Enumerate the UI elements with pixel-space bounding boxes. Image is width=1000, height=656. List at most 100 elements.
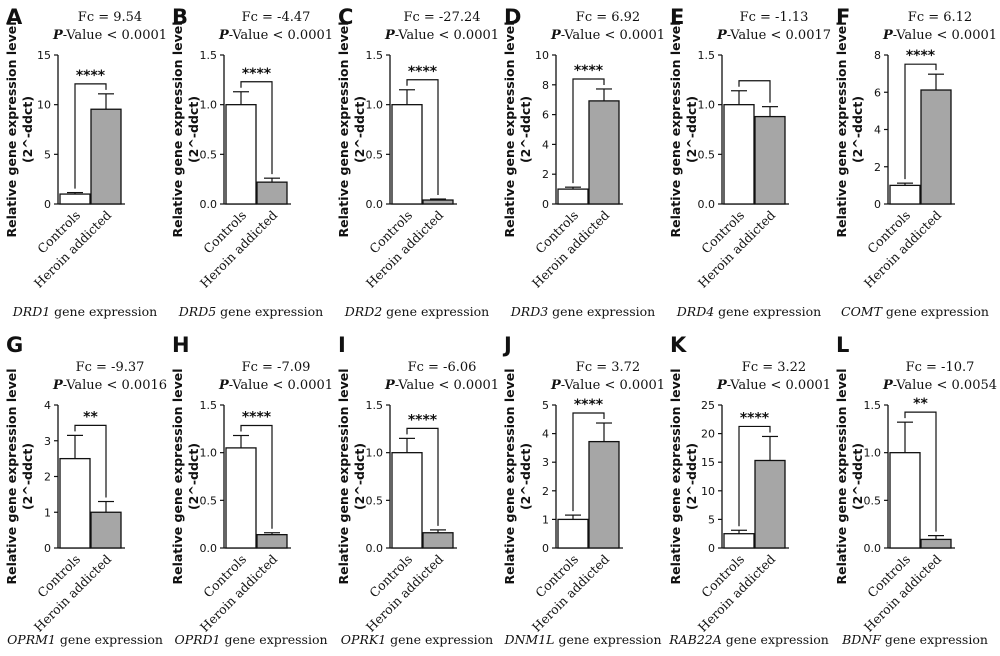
bar-controls [723,104,755,205]
fold-change-label: Fc = 6.12 [908,10,972,25]
gene-caption: DNM1L gene expression [503,632,661,647]
y-tick-label: 1.5 [366,399,384,412]
bar-heroin-addicted [90,108,122,205]
y-tick-label: 2 [542,168,549,181]
bar-heroin-addicted [90,511,122,549]
chart-panel-b: B Fc = -4.47 P-Value < 0.0001 Relative gene… [166,0,333,328]
significance-bracket [572,78,605,184]
gene-caption: BDNF gene expression [841,632,988,647]
y-tick-label: 0.5 [366,494,384,507]
significance-bracket [406,79,439,196]
y-tick-label: 1.0 [366,99,384,112]
significance-bracket [904,63,937,180]
fold-change-label: Fc = 3.22 [742,360,806,375]
y-tick-label: 5 [708,513,715,526]
chart-svg: A Fc = 9.54 P-Value < 0.0001 Relative gene … [4,5,167,319]
bar-controls [59,193,91,205]
y-tick-label: 0.5 [200,494,218,507]
y-tick-label: 1.0 [864,447,882,460]
y-tick-label: 1.5 [200,399,218,412]
significance-stars: **** [574,63,604,79]
y-axis-label: Relative gene expression level(2^-ddct) [170,368,201,584]
y-tick-label: 5 [542,399,549,412]
chart-panel-c: C Fc = -27.24 P-Value < 0.0001 Relative gen… [332,0,499,328]
y-tick-label: 0.0 [366,198,384,211]
chart-svg: F Fc = 6.12 P-Value < 0.0001 Relative gene … [834,5,997,319]
significance-bracket [738,80,771,103]
y-tick-label: 3 [542,456,549,469]
significance-stars: **** [408,412,438,428]
panel-letter: J [502,333,512,357]
chart-panel-f: F Fc = 6.12 P-Value < 0.0001 Relative gene … [830,0,997,328]
bar-heroin-addicted [920,89,952,205]
y-tick-label: 6 [542,109,549,122]
gene-caption: OPRD1 gene expression [174,632,327,647]
chart-panel-j: J Fc = 3.72 P-Value < 0.0001 Relative gene … [498,328,665,656]
y-tick-label: 0.5 [200,148,218,161]
fold-change-label: Fc = -27.24 [403,10,480,25]
fold-change-label: Fc = 9.54 [78,10,142,25]
y-axis-label: Relative gene expression level(2^-ddct) [834,21,865,237]
y-tick-label: 4 [542,428,549,441]
fold-change-label: Fc = -10.7 [906,360,975,375]
p-value-label: P-Value < 0.0001 [218,28,333,43]
y-tick-label: 1.0 [366,447,384,460]
y-tick-label: 10 [37,99,51,112]
y-axis-label: Relative gene expression level(2^-ddct) [502,368,533,584]
significance-stars: **** [906,48,936,64]
y-axis-label: Relative gene expression level(2^-ddct) [502,21,533,237]
y-tick-label: 8 [874,49,881,62]
y-tick-label: 0 [44,542,51,555]
gene-caption: DRD1 gene expression [12,304,157,319]
bar-heroin-addicted [422,532,454,549]
chart-panel-l: L Fc = -10.7 P-Value < 0.0054 Relative gene… [830,328,997,656]
chart-svg: G Fc = -9.37 P-Value < 0.0016 Relative gene… [4,333,167,647]
y-tick-label: 10 [701,485,715,498]
chart-panel-k: K Fc = 3.22 P-Value < 0.0001 Relative gene … [664,328,831,656]
significance-bracket [240,424,273,529]
chart-svg: H Fc = -7.09 P-Value < 0.0001 Relative gene… [170,333,333,647]
bar-heroin-addicted [422,199,454,205]
gene-caption: DRD3 gene expression [510,304,655,319]
y-tick-label: 1.5 [200,49,218,62]
y-tick-label: 0 [44,198,51,211]
p-value-label: P-Value < 0.0001 [384,378,499,393]
y-tick-label: 2 [44,471,51,484]
y-tick-label: 0.0 [200,198,218,211]
p-value-label: P-Value < 0.0016 [52,378,167,393]
fold-change-label: Fc = -9.37 [76,360,145,375]
panel-letter: D [504,5,521,29]
y-tick-label: 8 [542,79,549,92]
bar-controls [225,447,257,549]
bar-controls [557,518,589,549]
y-axis-label: Relative gene expression level(2^-ddct) [834,368,865,584]
significance-bracket [572,412,605,512]
significance-bracket [240,81,273,175]
y-tick-label: 2 [874,161,881,174]
significance-bracket [904,411,937,532]
gene-caption: COMT gene expression [841,304,989,319]
panel-letter: I [338,333,346,357]
y-tick-label: 3 [44,435,51,448]
chart-svg: L Fc = -10.7 P-Value < 0.0054 Relative gene… [834,333,997,647]
y-tick-label: 0.0 [864,542,882,555]
panel-letter: F [836,5,850,29]
significance-stars: **** [242,410,272,426]
chart-panel-d: D Fc = 6.92 P-Value < 0.0001 Relative gene … [498,0,665,328]
gene-caption: OPRK1 gene expression [341,632,493,647]
chart-svg: I Fc = -6.06 P-Value < 0.0001 Relative gene… [336,333,499,647]
bar-heroin-addicted [754,459,786,549]
y-tick-label: 1.5 [698,49,716,62]
p-value-label: P-Value < 0.0001 [384,28,499,43]
y-axis-label: Relative gene expression level(2^-ddct) [668,368,699,584]
y-tick-label: 20 [701,428,715,441]
bar-heroin-addicted [920,538,952,549]
y-tick-label: 0 [708,542,715,555]
y-tick-label: 0.0 [200,542,218,555]
chart-panel-g: G Fc = -9.37 P-Value < 0.0016 Relative gene… [0,328,167,656]
y-tick-label: 1.5 [864,399,882,412]
panel-letter: L [836,333,849,357]
bar-heroin-addicted [754,115,786,205]
bar-controls [723,533,755,549]
